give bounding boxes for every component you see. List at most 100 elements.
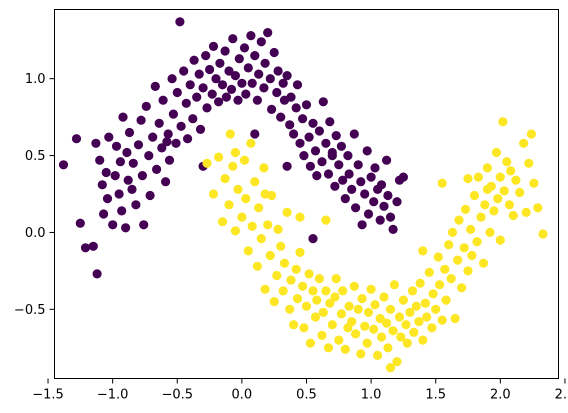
scatter-point-class-1: [312, 295, 322, 305]
scatter-point-class-1: [208, 189, 219, 199]
scatter-point-class-1: [349, 281, 359, 291]
scatter-point-class-0: [301, 100, 312, 110]
scatter-point-class-1: [233, 184, 243, 194]
scatter-point-class-1: [228, 161, 238, 171]
scatter-point-class-1: [499, 186, 509, 196]
scatter-point-class-0: [376, 180, 387, 190]
y-tick-label: 0.0: [25, 226, 46, 241]
scatter-point-class-1: [318, 307, 328, 317]
scatter-point-class-1: [407, 286, 418, 296]
scatter-point-class-0: [250, 51, 260, 61]
scatter-point-class-0: [334, 160, 344, 170]
scatter-point-class-0: [282, 71, 292, 81]
scatter-point-class-1: [376, 332, 387, 342]
scatter-point-class-1: [529, 178, 539, 188]
data-points: [58, 17, 548, 373]
scatter-point-class-0: [362, 146, 372, 156]
scatter-point-class-1: [347, 317, 357, 327]
scatter-point-class-0: [205, 64, 215, 75]
scatter-point-class-0: [179, 66, 189, 76]
scatter-point-class-1: [392, 357, 402, 367]
scatter-point-class-1: [243, 246, 253, 256]
scatter-point-class-0: [292, 80, 303, 90]
scatter-point-class-1: [508, 210, 518, 221]
scatter-point-class-0: [194, 69, 204, 79]
scatter-point-class-1: [437, 315, 447, 325]
scatter-point-class-0: [115, 157, 125, 167]
scatter-point-class-1: [269, 297, 279, 307]
scatter-point-class-1: [394, 312, 405, 322]
scatter-point-class-0: [388, 224, 398, 234]
scatter-point-class-0: [336, 141, 346, 151]
scatter-point-class-0: [398, 172, 408, 182]
scatter-point-class-1: [444, 240, 454, 250]
scatter-point-class-1: [295, 247, 305, 257]
scatter-point-class-0: [176, 121, 186, 131]
scatter-point-class-0: [331, 131, 341, 141]
scatter-point-class-1: [418, 246, 428, 256]
scatter-point-class-1: [370, 300, 380, 310]
scatter-point-class-1: [463, 266, 473, 276]
scatter-point-class-1: [247, 221, 257, 231]
scatter-point-class-0: [369, 197, 379, 207]
scatter-point-class-0: [164, 155, 175, 165]
scatter-point-class-0: [299, 151, 309, 161]
scatter-point-class-0: [220, 46, 230, 56]
scatter-point-class-1: [433, 252, 443, 262]
scatter-point-class-1: [373, 350, 383, 360]
scatter-point-class-1: [437, 178, 447, 188]
scatter-point-class-1: [383, 343, 393, 353]
scatter-point-class-0: [286, 92, 296, 102]
scatter-point-class-1: [338, 286, 348, 296]
scatter-point-class-0: [344, 169, 354, 179]
scatter-point-class-0: [263, 27, 273, 38]
scatter-point-class-1: [202, 158, 212, 168]
scatter-point-class-1: [260, 189, 270, 199]
scatter-point-class-0: [317, 157, 327, 167]
scatter-point-class-0: [157, 143, 167, 153]
scatter-point-class-1: [385, 304, 396, 314]
scatter-point-class-1: [389, 280, 399, 290]
scatter-point-class-0: [392, 197, 402, 207]
scatter-point-class-1: [224, 200, 234, 210]
scatter-point-class-0: [252, 95, 262, 105]
scatter-point-class-1: [369, 324, 379, 334]
scatter-point-class-1: [254, 203, 264, 213]
scatter-point-class-1: [459, 243, 469, 253]
scatter-point-class-1: [427, 323, 437, 333]
scatter-point-class-1: [473, 172, 483, 182]
scatter-point-class-0: [340, 194, 350, 204]
scatter-point-class-0: [228, 34, 238, 44]
scatter-point-class-0: [304, 132, 314, 142]
scatter-point-class-1: [506, 166, 516, 176]
scatter-point-class-0: [214, 97, 224, 107]
scatter-point-class-1: [411, 301, 421, 311]
scatter-point-class-0: [250, 129, 260, 139]
scatter-point-class-1: [466, 224, 476, 234]
scatter-point-class-0: [353, 160, 363, 170]
scatter-point-class-0: [330, 181, 340, 191]
scatter-point-class-0: [80, 243, 91, 253]
scatter-point-class-1: [385, 363, 396, 373]
scatter-point-class-0: [163, 129, 173, 139]
scatter-point-class-0: [122, 147, 132, 158]
scatter-point-class-0: [110, 171, 120, 181]
scatter-point-class-1: [482, 163, 492, 173]
scatter-point-class-1: [295, 212, 305, 222]
scatter-point-class-0: [148, 132, 158, 142]
scatter-point-class-0: [118, 112, 128, 122]
scatter-point-class-1: [498, 117, 508, 127]
scatter-point-class-1: [279, 258, 290, 268]
scatter-point-class-0: [171, 138, 181, 148]
scatter-point-class-1: [321, 286, 331, 296]
scatter-point-class-1: [344, 301, 354, 311]
scatter-point-class-0: [123, 175, 133, 185]
scatter-point-class-1: [463, 174, 473, 184]
scatter-point-class-0: [175, 17, 185, 27]
scatter-point-class-1: [382, 318, 392, 328]
scatter-point-class-1: [282, 207, 292, 217]
scatter-point-class-1: [435, 280, 445, 290]
scatter-point-class-1: [450, 313, 460, 324]
scatter-point-class-0: [327, 147, 337, 158]
